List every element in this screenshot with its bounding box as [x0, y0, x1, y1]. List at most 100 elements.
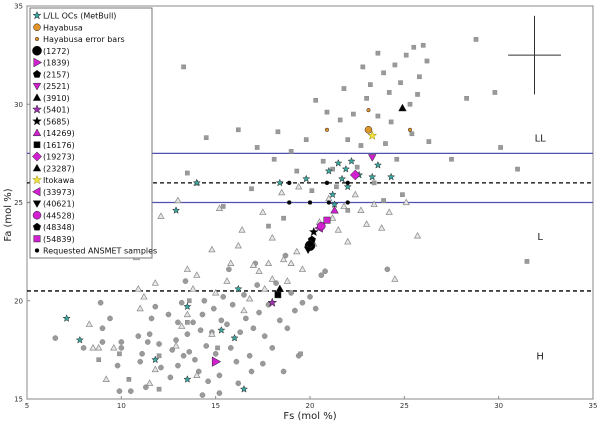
data-point-triangle-up-open — [208, 245, 216, 253]
data-point--5401- — [267, 297, 278, 307]
data-point-circle — [158, 364, 164, 371]
data-point-circle — [178, 299, 185, 306]
data-point-square — [275, 129, 281, 135]
data-point-square — [215, 345, 220, 351]
data-point-square — [220, 204, 226, 209]
data-point-triangle-up-open — [402, 198, 410, 206]
legend-marker-icon — [31, 187, 41, 197]
legend-label: (3910) — [43, 94, 70, 103]
data-point-circle — [186, 348, 193, 355]
data-point-square — [515, 166, 520, 172]
data-point-circle — [237, 329, 244, 336]
data-point-triangle-up-open — [193, 371, 201, 379]
legend-label: (33973) — [43, 188, 75, 197]
data-point-circle — [99, 339, 106, 345]
legend-item: (5401) — [32, 104, 70, 115]
data-point-circle — [235, 380, 242, 387]
data-point--1839- — [211, 356, 222, 367]
x-tick-label: 10 — [117, 402, 126, 410]
legend-label: (19273) — [43, 153, 75, 162]
legend-marker-icon — [32, 82, 42, 91]
legend-item: Hayabusa error bars — [34, 35, 125, 44]
legend-marker-icon — [32, 128, 42, 137]
legend-label: (2521) — [43, 82, 70, 91]
y-axis-label: Fa (mol %) — [3, 188, 14, 241]
data-point-circle — [218, 317, 225, 324]
data-point-l-ll-ocs-metbull- — [183, 375, 192, 383]
data-point-circle — [216, 372, 223, 379]
data-point-square — [156, 353, 162, 359]
legend-label: (16176) — [43, 141, 75, 150]
y-tick-label: 35 — [14, 3, 23, 11]
data-point-triangle-up-open — [189, 285, 197, 292]
legend-marker-icon — [32, 211, 42, 220]
data-point--16176- — [274, 291, 282, 299]
legend-marker-icon — [32, 200, 42, 209]
data-point-square — [364, 96, 369, 101]
data-point-triangle-up-open — [391, 275, 399, 282]
data-point-circle — [107, 315, 113, 322]
data-point-triangle-up-open — [329, 214, 337, 221]
data-point-triangle-up-open — [249, 261, 258, 268]
legend-item: L/LL OCs (MetBull) — [32, 10, 116, 21]
data-point-circle — [318, 272, 325, 279]
data-point-circle — [280, 368, 287, 375]
data-point-triangle-up-open — [268, 233, 276, 241]
legend-label: (5401) — [43, 106, 70, 115]
data-point-triangle-up-open — [413, 231, 422, 239]
legend-label: (48348) — [43, 223, 75, 232]
data-point-triangle-up-open — [362, 220, 371, 227]
legend-marker-icon — [32, 69, 42, 78]
sample-points — [28, 103, 413, 393]
data-point-l-ll-ocs-metbull- — [75, 335, 84, 344]
data-point-triangle-up-open — [268, 275, 276, 282]
data-point-circle — [143, 384, 149, 391]
legend-label: (54839) — [43, 235, 75, 244]
axis-ticks: 5 10 15 20 25 30 35 15 20 25 30 35 — [14, 3, 597, 411]
data-point-circle — [384, 266, 391, 273]
data-point-triangle-up-open — [102, 375, 110, 382]
data-point-square — [126, 377, 132, 382]
data-point-square — [320, 158, 326, 164]
data-point-square — [524, 259, 530, 264]
data-point-triangle-up-open — [295, 182, 303, 190]
data-point-triangle-up-open — [95, 343, 103, 351]
data-point-triangle-up-open — [279, 255, 288, 263]
legend-label: L/LL OCs (MetBull) — [43, 12, 116, 21]
legend-label: Hayabusa error bars — [43, 35, 125, 44]
data-point-hayabusa-error-bars — [407, 127, 413, 132]
data-point-l-ll-ocs-metbull- — [334, 158, 343, 167]
data-point-square — [449, 156, 454, 162]
data-point-square — [464, 96, 469, 101]
data-point-square — [375, 50, 381, 56]
data-point-circle — [184, 331, 191, 338]
data-point-circle — [97, 299, 104, 306]
data-point-triangle-up-open — [357, 206, 365, 213]
legend-item: (14269) — [32, 128, 75, 138]
data-point-triangle-up-open — [183, 265, 192, 272]
legend-marker-icon — [32, 174, 42, 185]
legend-item: (1272) — [32, 45, 70, 56]
data-point-triangle-up-open — [134, 285, 142, 292]
legend: L/LL OCs (MetBull) Hayabusa Hayabusa error… — [29, 7, 157, 259]
legend-item: (44528) — [32, 211, 75, 220]
region-label-l: L — [537, 232, 543, 243]
data-point-circle — [203, 343, 210, 349]
data-point-triangle-up-open — [261, 285, 269, 292]
legend-marker-icon — [32, 116, 42, 126]
data-point-square — [381, 198, 386, 203]
data-point-circle — [137, 358, 144, 365]
data-point-triangle-up-open — [264, 259, 273, 267]
legend-marker-icon — [32, 163, 42, 172]
data-point-triangle-up-open — [178, 322, 186, 329]
data-point-square — [403, 52, 409, 58]
data-point-circle — [241, 292, 247, 298]
data-point-circle — [276, 317, 283, 324]
data-point-circle — [216, 390, 223, 396]
data-point-triangle-up-open — [174, 196, 182, 204]
data-point-triangle-up-open — [145, 379, 154, 386]
data-point-square — [426, 139, 432, 144]
legend-item: (5685) — [32, 116, 70, 126]
data-point-square — [383, 141, 388, 146]
